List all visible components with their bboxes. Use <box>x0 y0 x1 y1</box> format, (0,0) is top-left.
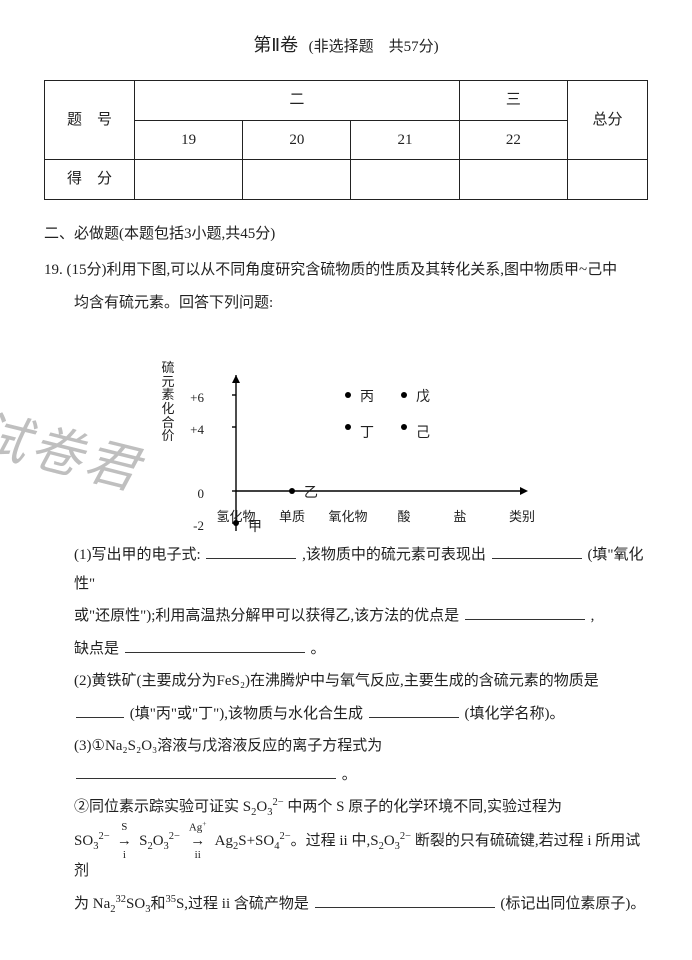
q19-2-line1: (2)黄铁矿(主要成分为FeS₂)在沸腾炉中与氧气反应,主要生成的含硫元素的物质… <box>44 667 648 696</box>
chart-point-label: 丁 <box>360 421 374 448</box>
group-3-header: 三 <box>459 81 567 121</box>
q19-1-line3: 缺点是 。 <box>44 635 648 664</box>
blank-ionic-eq <box>76 763 336 779</box>
table-row: 19 20 21 22 <box>45 120 648 160</box>
blank-disadvantage <box>125 637 305 653</box>
score-table: 题 号 二 三 总分 19 20 21 22 得 分 <box>44 80 648 200</box>
ytick-label: +6 <box>184 386 204 411</box>
table-row: 题 号 二 三 总分 <box>45 81 648 121</box>
blank-isotope-product <box>315 892 495 908</box>
blank-advantage <box>465 604 585 620</box>
q19-1-line1: (1)写出甲的电子式: ,该物质中的硫元素可表现出 (填"氧化性" <box>44 541 648 598</box>
col-21: 21 <box>351 120 459 160</box>
text: 。 <box>342 767 357 783</box>
xtick-label: 酸 <box>382 505 426 530</box>
q19-3-line3: SO32− S→i S2O32− Ag+→ii Ag2S+SO42−。过程 ii… <box>44 827 648 885</box>
chart-point-label: 甲 <box>248 515 262 542</box>
ytick-label: +4 <box>184 418 204 443</box>
chart-point-label: 戊 <box>416 385 430 412</box>
chart-point-label: 己 <box>416 421 430 448</box>
score-cell <box>135 160 243 200</box>
score-cell <box>243 160 351 200</box>
col-20: 20 <box>243 120 351 160</box>
total-header: 总分 <box>568 81 648 160</box>
paper-title: 第Ⅱ卷 (非选择题 共57分) <box>44 28 648 62</box>
text: (1)写出甲的电子式: <box>74 547 201 563</box>
chart-axes <box>200 331 580 531</box>
section-2-heading: 二、必做题(本题包括3小题,共45分) <box>44 220 648 249</box>
text: 为 Na232SO3和35S,过程 ii 含硫产物是 <box>74 896 309 912</box>
q19-line2: 均含有硫元素。回答下列问题: <box>44 289 648 318</box>
text: (填化学名称)。 <box>464 706 564 722</box>
q19-2-line2: (填"丙"或"丁"),该物质与水化合生成 (填化学名称)。 <box>44 700 648 729</box>
score-cell <box>568 160 648 200</box>
title-main: 第Ⅱ卷 <box>253 35 298 55</box>
text: 。 <box>311 641 326 657</box>
blank-bingding <box>76 702 124 718</box>
col-22: 22 <box>459 120 567 160</box>
blank-electron-formula <box>206 543 296 559</box>
blank-hydrate <box>369 702 459 718</box>
reaction-scheme: SO32− S→i S2O32− Ag+→ii Ag2S+SO42−。过程 ii… <box>74 833 640 879</box>
xtick-label: 盐 <box>438 505 482 530</box>
text: (3)①Na₂S₂O₃溶液与戊溶液反应的离子方程式为 <box>74 738 382 754</box>
ytick-label: 0 <box>184 482 204 507</box>
xtick-label: 氧化物 <box>326 505 370 530</box>
chart-xlabel: 类别 <box>500 505 544 530</box>
text: 或"还原性");利用高温热分解甲可以获得乙,该方法的优点是 <box>74 608 459 624</box>
text: , <box>591 608 595 624</box>
text: (填"丙"或"丁"),该物质与水化合生成 <box>130 706 363 722</box>
blank-oxred <box>492 543 582 559</box>
row-label-question: 题 号 <box>45 81 135 160</box>
xtick-label: 单质 <box>270 505 314 530</box>
page-content: 第Ⅱ卷 (非选择题 共57分) 题 号 二 三 总分 19 20 21 22 得… <box>0 0 692 920</box>
text: ②同位素示踪实验可证实 S2O32− 中两个 S 原子的化学环境不同,实验过程为 <box>74 799 562 815</box>
group-2-header: 二 <box>135 81 460 121</box>
row-label-score: 得 分 <box>45 160 135 200</box>
table-row: 得 分 <box>45 160 648 200</box>
text: ,该物质中的硫元素可表现出 <box>302 547 486 563</box>
q19-1-line2: 或"还原性");利用高温热分解甲可以获得乙,该方法的优点是 , <box>44 602 648 631</box>
q19-3-line1: (3)①Na₂S₂O₃溶液与戊溶液反应的离子方程式为 。 <box>44 732 648 789</box>
ytick-label: -2 <box>184 514 204 539</box>
score-cell <box>351 160 459 200</box>
sulfur-valence-chart: 硫 元 素 化 合 价-20+4+6氢化物单质氧化物酸盐类别甲乙丁丙己戊 <box>172 325 552 535</box>
q19-line1: 19. (15分)利用下图,可以从不同角度研究含硫物质的性质及其转化关系,图中物… <box>44 256 648 285</box>
chart-ylabel: 硫 元 素 化 合 价 <box>160 361 176 443</box>
chart-point-label: 乙 <box>304 481 318 508</box>
text: (标记出同位素原子)。 <box>500 896 645 912</box>
q19-3-line4: 为 Na232SO3和35S,过程 ii 含硫产物是 (标记出同位素原子)。 <box>44 890 648 920</box>
chart-point-label: 丙 <box>360 385 374 412</box>
col-19: 19 <box>135 120 243 160</box>
title-sub: (非选择题 共57分) <box>309 39 439 55</box>
text: 缺点是 <box>74 641 119 657</box>
score-cell <box>459 160 567 200</box>
